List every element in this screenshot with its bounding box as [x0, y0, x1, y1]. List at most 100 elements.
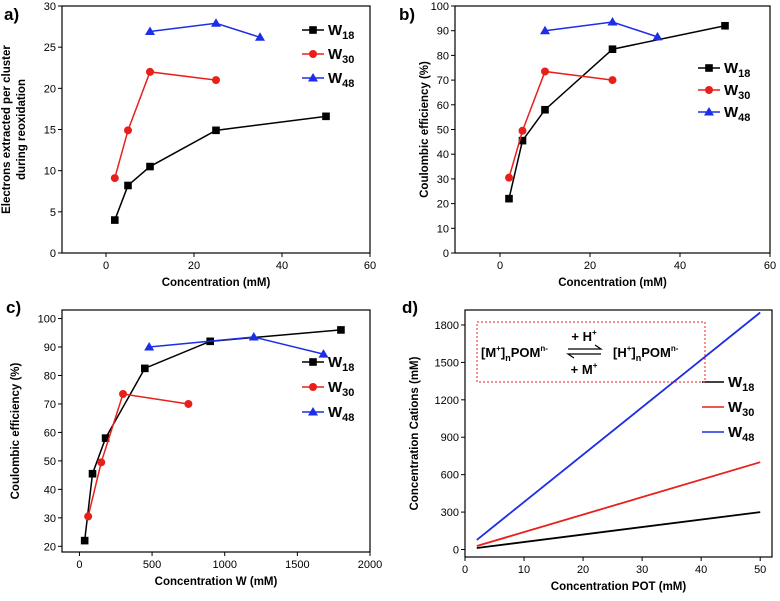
- x-tick-label: 60: [764, 260, 776, 272]
- x-tick-label: 60: [364, 260, 376, 272]
- plot-frame: [61, 309, 371, 553]
- series-W48: [145, 18, 265, 41]
- y-tick-label: 90: [437, 26, 449, 38]
- y-tick-label: 0: [453, 545, 459, 557]
- chart-panel-3: 0 500 1000 1500 2000 20 30 40 50 60 70 80 90 100 Conce…: [6, 298, 382, 588]
- legend-label-main: W: [728, 399, 743, 416]
- data-point: [211, 18, 221, 27]
- x-tick-label: 10: [518, 564, 530, 576]
- arrow-bottom-text: + M+: [571, 361, 598, 377]
- reactant-sup: n-: [540, 344, 548, 353]
- legend-label-main: W: [728, 374, 743, 391]
- legend-label: W18: [328, 22, 354, 42]
- series-W48: [144, 332, 329, 358]
- x-tick-label: 1500: [285, 559, 309, 571]
- data-point: [608, 76, 617, 85]
- arrow-top-text: + H+: [571, 328, 597, 344]
- legend-label: W48: [328, 70, 354, 90]
- data-point: [255, 32, 265, 41]
- data-point: [119, 389, 128, 398]
- legend-label: W30: [328, 46, 354, 66]
- y-tick-label: 50: [437, 125, 449, 137]
- product-part: POM: [641, 345, 671, 360]
- legend-label-sub: 30: [738, 90, 750, 102]
- x-tick-label: 0: [103, 260, 109, 272]
- legend-label: W30: [724, 82, 750, 102]
- x-tick-label: 20: [584, 260, 596, 272]
- legend-marker: [704, 107, 714, 116]
- x-axis-label: Concentration (mM): [558, 277, 667, 289]
- plot-frame: [454, 5, 771, 254]
- data-point: [124, 126, 132, 135]
- y-tick-label: 10: [44, 166, 56, 178]
- legend-label-sub: 48: [342, 78, 354, 90]
- x-tick-label: 30: [636, 564, 648, 576]
- y-tick-label: 15: [44, 125, 56, 137]
- series-W18: [476, 511, 761, 549]
- data-point: [518, 136, 527, 145]
- y-tick-label: 80: [44, 370, 56, 382]
- data-point: [607, 17, 618, 26]
- data-point: [541, 67, 549, 76]
- y-tick-label: 20: [44, 83, 56, 95]
- y-tick-label: 900: [441, 432, 459, 444]
- data-point: [505, 194, 513, 203]
- series-W18: [111, 112, 330, 224]
- x-tick-label: 2000: [358, 559, 382, 571]
- legend-marker: [308, 73, 318, 82]
- data-point: [144, 342, 155, 351]
- legend-label-sub: 30: [342, 54, 354, 66]
- y-tick-label: 100: [38, 314, 56, 326]
- arrow-bottom-main: + M: [571, 362, 593, 377]
- series-line: [114, 71, 217, 179]
- legend-label: W48: [328, 404, 354, 424]
- legend-marker: [309, 26, 317, 34]
- product-sup: n-: [671, 344, 679, 353]
- product-part: [H: [613, 345, 627, 360]
- y-tick-label: 20: [44, 541, 56, 553]
- data-point: [84, 512, 93, 521]
- legend-marker: [308, 407, 318, 416]
- y-tick-label: 30: [44, 513, 56, 525]
- y-tick-label: 80: [437, 50, 449, 62]
- y-tick-label: 1500: [435, 357, 459, 369]
- legend-label-sub: 30: [742, 407, 754, 419]
- data-point: [146, 67, 154, 76]
- legend-label-main: W: [724, 104, 739, 121]
- product-sub: n: [636, 353, 642, 363]
- arrow-top-main: + H: [571, 329, 592, 344]
- y-tick-label: 0: [50, 248, 56, 260]
- series-W30: [505, 67, 617, 182]
- legend-label-sub: 48: [742, 432, 754, 444]
- y-tick-label: 50: [44, 456, 56, 468]
- legend-label: W48: [724, 104, 750, 124]
- x-axis-label: Concentration W (mM): [155, 576, 278, 588]
- x-tick-label: 40: [674, 260, 686, 272]
- data-point: [652, 31, 663, 41]
- y-tick-label: 60: [44, 427, 56, 439]
- y-tick-label: 600: [441, 470, 459, 482]
- data-point: [111, 216, 119, 224]
- series-W48: [540, 17, 663, 41]
- y-tick-label: 70: [44, 399, 56, 411]
- reactant-part: POM: [511, 345, 541, 360]
- legend-label: W18: [724, 60, 750, 80]
- data-point: [141, 364, 149, 373]
- data-point: [212, 76, 220, 85]
- reaction-annotation: [M+]nPOMn-+ H++ M+[H+]nPOMn-: [476, 321, 706, 383]
- panel-label: a): [4, 5, 19, 24]
- legend-label-sub: 18: [738, 68, 750, 80]
- reactant-part: [M: [481, 345, 496, 360]
- data-point: [541, 105, 549, 114]
- legend-label: W30: [328, 379, 354, 399]
- series-line: [87, 393, 189, 517]
- panel-label: c): [6, 298, 21, 317]
- data-point: [124, 181, 132, 190]
- legend-marker: [705, 64, 713, 72]
- data-point: [337, 326, 345, 334]
- product-sup: +: [627, 344, 632, 353]
- y-tick-label: 70: [437, 75, 449, 87]
- reactant-text: [M+]nPOMn-: [481, 344, 548, 363]
- reactant-part: ]: [501, 345, 505, 360]
